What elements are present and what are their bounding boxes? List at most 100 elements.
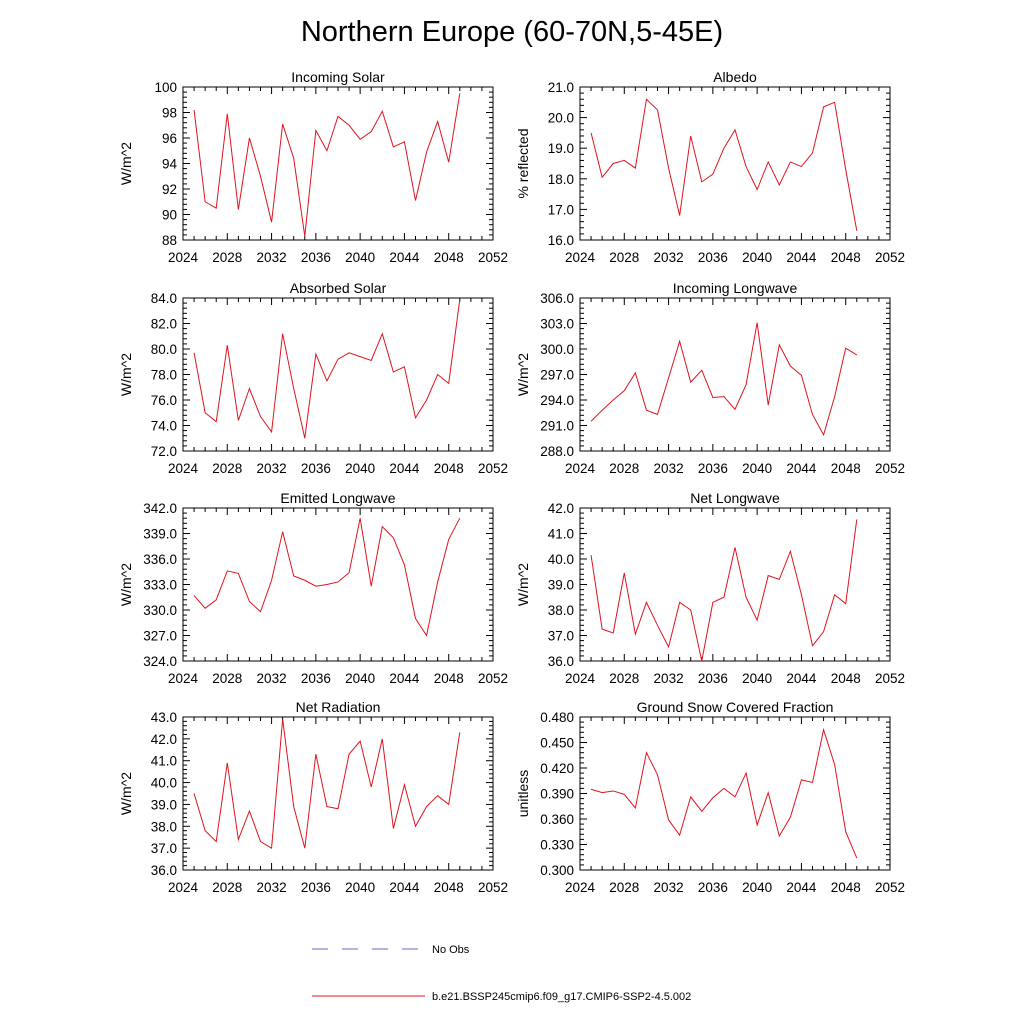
chart-incoming-solar-xtick-label: 2032	[257, 250, 287, 265]
chart-incoming-longwave-xtick-label: 2044	[786, 461, 817, 476]
chart-incoming-solar: Incoming Solar W/m^2 2024 2028 2032 2036 2040 2…	[118, 69, 508, 265]
chart-net-radiation-xtick-label: 2040	[345, 880, 375, 895]
chart-absorbed-solar-xtick-label: 2032	[257, 461, 287, 476]
panel-grid: Incoming Solar W/m^2 2024 2028 2032 2036 2040 2…	[118, 69, 905, 895]
figure-title: Northern Europe (60-70N,5-45E)	[301, 16, 723, 48]
chart-incoming-solar-ytick-label: 92	[162, 182, 177, 197]
chart-absorbed-solar-xtick-label: 2028	[212, 461, 242, 476]
legend: No Obs b.e21.BSSP245cmip6.f09_g17.CMIP6-…	[312, 944, 691, 1003]
chart-absorbed-solar-xtick-label: 2048	[434, 461, 464, 476]
chart-incoming-solar-xtick-label: 2024	[168, 250, 199, 265]
chart-ground-snow-covered-fraction-xtick-label: 2052	[875, 880, 905, 895]
chart-absorbed-solar-xtick-label: 2036	[301, 461, 331, 476]
chart-net-radiation-ylabel: W/m^2	[118, 772, 134, 815]
chart-incoming-solar-frame	[182, 86, 494, 241]
chart-albedo-xtick-label: 2036	[698, 250, 728, 265]
chart-absorbed-solar-ytick-label: 78.0	[151, 368, 177, 383]
chart-net-radiation-ytick-label: 40.0	[151, 776, 177, 791]
chart-incoming-longwave-xtick-label: 2048	[831, 461, 861, 476]
chart-net-radiation-ytick-label: 36.0	[151, 863, 177, 878]
chart-incoming-longwave-xtick-label: 2036	[698, 461, 728, 476]
chart-emitted-longwave-xtick-label: 2044	[389, 671, 420, 686]
chart-albedo-ytick-label: 21.0	[548, 80, 574, 95]
legend-label-no-obs: No Obs	[432, 944, 470, 956]
chart-incoming-longwave-ytick-label: 306.0	[540, 291, 574, 306]
chart-net-longwave-ytick-label: 36.0	[548, 654, 574, 669]
chart-incoming-solar-ytick-label: 98	[162, 106, 177, 121]
chart-incoming-solar-ytick-label: 96	[162, 131, 177, 146]
chart-emitted-longwave: Emitted Longwave W/m^2 2024 2028 2032 2036 204…	[118, 490, 508, 686]
chart-net-radiation-xtick-label: 2052	[478, 880, 508, 895]
chart-ground-snow-covered-fraction-xtick-label: 2032	[654, 880, 684, 895]
chart-albedo-frame	[579, 86, 891, 241]
chart-net-longwave-xtick-label: 2032	[654, 671, 684, 686]
chart-net-longwave-ytick-label: 39.0	[548, 578, 574, 593]
chart-incoming-solar-xtick-label: 2036	[301, 250, 331, 265]
chart-net-longwave: Net Longwave W/m^2 2024 2028 2032 2036 2040 204…	[515, 490, 905, 686]
chart-incoming-longwave-xtick-label: 2028	[609, 461, 639, 476]
chart-emitted-longwave-xtick-label: 2032	[257, 671, 287, 686]
chart-net-radiation-series-line	[193, 719, 461, 849]
chart-emitted-longwave-ylabel: W/m^2	[118, 563, 134, 606]
chart-net-radiation-ytick-label: 43.0	[151, 710, 177, 725]
chart-ground-snow-covered-fraction-series-line	[590, 727, 858, 859]
chart-incoming-longwave-xtick-label: 2024	[565, 461, 596, 476]
chart-ground-snow-covered-fraction-ylabel: unitless	[515, 770, 531, 817]
chart-absorbed-solar-xtick-label: 2024	[168, 461, 199, 476]
chart-net-longwave-ytick-label: 37.0	[548, 629, 574, 644]
chart-emitted-longwave-xtick-label: 2052	[478, 671, 508, 686]
chart-albedo-series-line	[590, 98, 858, 231]
chart-absorbed-solar-ylabel: W/m^2	[118, 353, 134, 396]
chart-net-longwave-ylabel: W/m^2	[515, 563, 531, 606]
chart-emitted-longwave-ytick-label: 333.0	[143, 578, 177, 593]
chart-emitted-longwave-title: Emitted Longwave	[280, 490, 395, 506]
chart-incoming-longwave-ytick-label: 300.0	[540, 342, 574, 357]
chart-net-radiation: Net Radiation W/m^2 2024 2028 2032 2036 2040 20…	[118, 699, 508, 895]
chart-net-longwave-xtick-label: 2044	[786, 671, 817, 686]
chart-net-longwave-xtick-label: 2040	[742, 671, 772, 686]
chart-net-radiation-ytick-label: 38.0	[151, 819, 177, 834]
chart-absorbed-solar-xtick-label: 2052	[478, 461, 508, 476]
chart-ground-snow-covered-fraction-frame	[579, 716, 891, 871]
chart-emitted-longwave-xtick-label: 2040	[345, 671, 375, 686]
chart-net-radiation-xtick-label: 2036	[301, 880, 331, 895]
chart-albedo-xtick-label: 2040	[742, 250, 772, 265]
chart-ground-snow-covered-fraction-xtick-label: 2048	[831, 880, 861, 895]
chart-ground-snow-covered-fraction-ytick-label: 0.420	[540, 761, 574, 776]
chart-net-radiation-frame	[182, 716, 494, 871]
chart-incoming-solar-series-line	[193, 93, 461, 237]
chart-albedo-xtick-label: 2044	[786, 250, 817, 265]
chart-ground-snow-covered-fraction-xtick-label: 2028	[609, 880, 639, 895]
chart-albedo-xtick-label: 2024	[565, 250, 596, 265]
chart-net-radiation-xtick-label: 2028	[212, 880, 242, 895]
chart-emitted-longwave-xtick-label: 2028	[212, 671, 242, 686]
chart-emitted-longwave-ytick-label: 336.0	[143, 552, 177, 567]
chart-ground-snow-covered-fraction-ytick-label: 0.480	[540, 710, 574, 725]
chart-incoming-longwave-xtick-label: 2052	[875, 461, 905, 476]
chart-incoming-solar-ylabel: W/m^2	[118, 142, 134, 185]
chart-net-longwave-ytick-label: 42.0	[548, 501, 574, 516]
chart-net-longwave-title: Net Longwave	[690, 490, 780, 506]
chart-incoming-solar-xtick-label: 2044	[389, 250, 420, 265]
chart-ground-snow-covered-fraction-ytick-label: 0.330	[540, 838, 574, 853]
chart-albedo-ytick-label: 20.0	[548, 111, 574, 126]
chart-ground-snow-covered-fraction-xtick-label: 2024	[565, 880, 596, 895]
chart-incoming-solar-xtick-label: 2028	[212, 250, 242, 265]
chart-absorbed-solar-ytick-label: 76.0	[151, 393, 177, 408]
chart-absorbed-solar-xtick-label: 2040	[345, 461, 375, 476]
chart-incoming-solar-ytick-label: 90	[162, 208, 177, 223]
chart-incoming-solar-ytick-label: 100	[154, 80, 177, 95]
chart-ground-snow-covered-fraction-ytick-label: 0.390	[540, 787, 574, 802]
chart-albedo-xtick-label: 2032	[654, 250, 684, 265]
chart-incoming-longwave-ytick-label: 303.0	[540, 317, 574, 332]
chart-emitted-longwave-ytick-label: 342.0	[143, 501, 177, 516]
chart-emitted-longwave-ytick-label: 327.0	[143, 629, 177, 644]
chart-ground-snow-covered-fraction: Ground Snow Covered Fraction unitless 2024…	[515, 699, 905, 895]
chart-net-radiation-ytick-label: 37.0	[151, 841, 177, 856]
chart-albedo-xtick-label: 2052	[875, 250, 905, 265]
chart-ground-snow-covered-fraction-ytick-label: 0.300	[540, 863, 574, 878]
chart-albedo: Albedo % reflected 2024 2028 2032 2036 2040 204…	[515, 69, 905, 265]
chart-incoming-solar-title: Incoming Solar	[291, 69, 385, 85]
chart-incoming-solar-xtick-label: 2052	[478, 250, 508, 265]
